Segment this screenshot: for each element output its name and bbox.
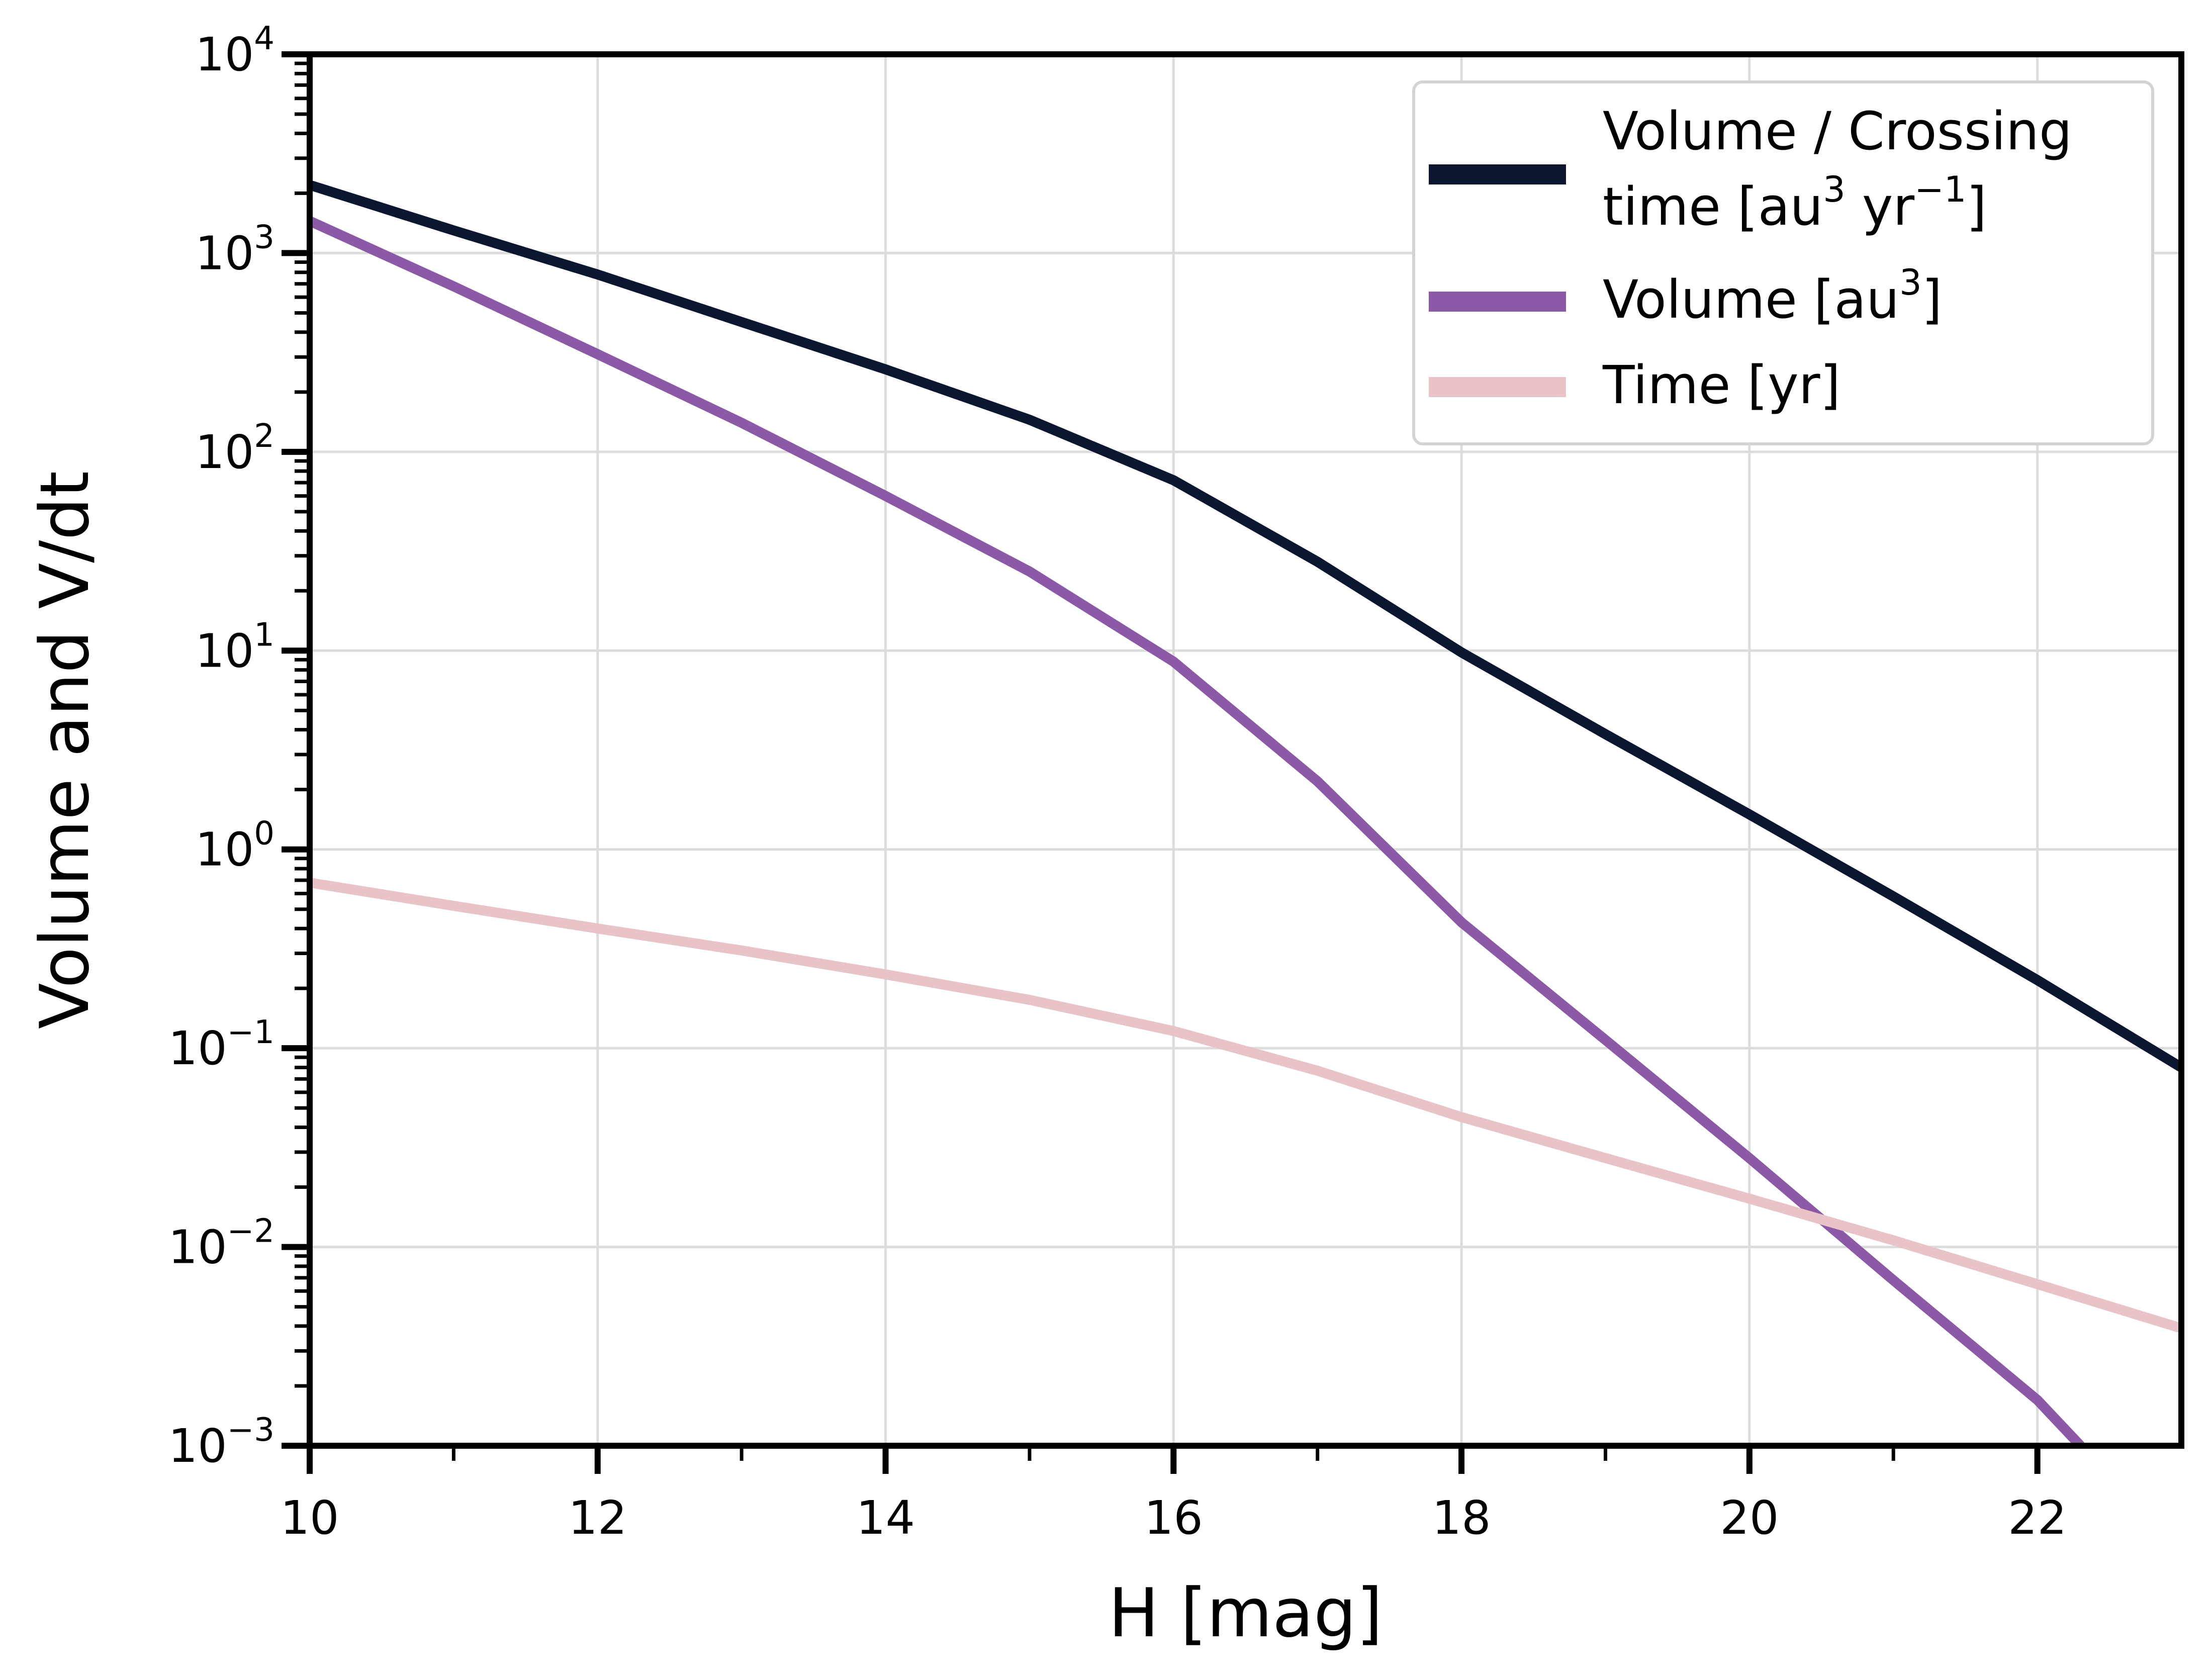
y-tick-label: 104 xyxy=(195,20,274,81)
legend-label-1: time [au3 yr−1] xyxy=(1603,169,1987,237)
x-tick-label: 22 xyxy=(2008,1491,2067,1545)
y-tick-label: 101 xyxy=(195,616,274,678)
series-line-3 xyxy=(310,878,2181,1333)
series-line-2 xyxy=(310,216,2084,1446)
y-tick-label: 10−1 xyxy=(168,1014,274,1075)
plot-frame xyxy=(307,51,2184,1449)
x-tick-label: 20 xyxy=(1720,1491,1779,1545)
y-tick-label: 102 xyxy=(195,418,274,479)
y-tick-label: 10−3 xyxy=(168,1412,274,1473)
legend-box xyxy=(1412,80,2154,445)
x-tick-label: 14 xyxy=(856,1491,915,1545)
x-tick-label: 12 xyxy=(568,1491,627,1545)
y-tick-label: 103 xyxy=(195,219,274,280)
legend-label-3: Time [yr] xyxy=(1602,354,1840,416)
legend-label-1: Volume / Crossing xyxy=(1603,101,2072,162)
x-tick-label: 18 xyxy=(1432,1491,1491,1545)
y-tick-labels: 10−3 10−2 10−1 100 101 102 103 104 xyxy=(168,20,274,1473)
x-axis-title: H [mag] xyxy=(1109,1574,1383,1652)
x-tick-labels: 10 12 14 16 18 20 22 xyxy=(280,1491,2067,1545)
legend-label-2: Volume [au3] xyxy=(1603,262,1942,330)
y-tick-label: 100 xyxy=(195,815,274,877)
x-tick-label: 16 xyxy=(1144,1491,1203,1545)
x-tick-label: 10 xyxy=(280,1491,339,1545)
y-axis-title: Volume and V/dt xyxy=(26,471,104,1029)
major-ticks xyxy=(282,51,2041,1474)
legend: Volume / Crossing time [au3 yr−1] Volume [… xyxy=(1412,80,2154,445)
y-tick-label: 10−2 xyxy=(168,1213,274,1274)
series-line-1 xyxy=(310,180,2181,1072)
plot-lines xyxy=(310,180,2181,1446)
